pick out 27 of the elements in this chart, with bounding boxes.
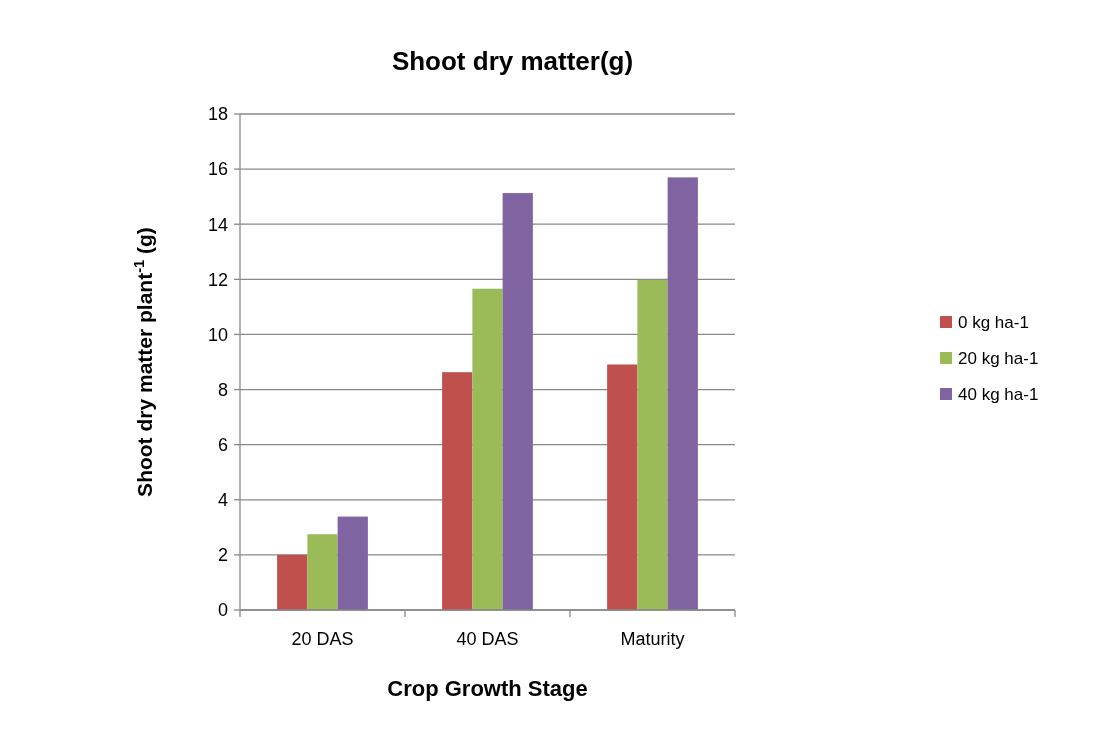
x-tick-label: 20 DAS: [291, 629, 354, 649]
bar: [472, 288, 503, 610]
bar: [637, 279, 668, 610]
y-tick-label: 14: [207, 214, 228, 235]
bar: [442, 372, 473, 610]
y-tick-label: 2: [217, 545, 228, 566]
y-tick-label: 16: [207, 159, 228, 180]
x-axis-title: Crop Growth Stage: [387, 676, 588, 701]
y-tick-label: 0: [217, 600, 228, 621]
legend-label: 40 kg ha-1: [958, 384, 1039, 404]
y-tick-label: 8: [217, 379, 228, 400]
y-tick-label: 6: [217, 434, 228, 455]
y-tick-label: 12: [207, 269, 228, 290]
bar: [667, 177, 698, 610]
bar: [307, 534, 338, 610]
bar: [502, 193, 533, 610]
legend-label: 20 kg ha-1: [958, 348, 1039, 368]
legend-label: 0 kg ha-1: [958, 312, 1029, 332]
x-tick-label: 40 DAS: [456, 629, 519, 649]
y-tick-label: 4: [217, 490, 228, 511]
chart-title: Shoot dry matter(g): [391, 46, 634, 76]
x-tick-label: Maturity: [620, 629, 685, 649]
bar: [607, 364, 638, 610]
bar: [277, 554, 308, 610]
bar: [337, 516, 368, 610]
y-tick-label: 10: [207, 324, 228, 345]
y-tick-label: 18: [207, 104, 228, 125]
